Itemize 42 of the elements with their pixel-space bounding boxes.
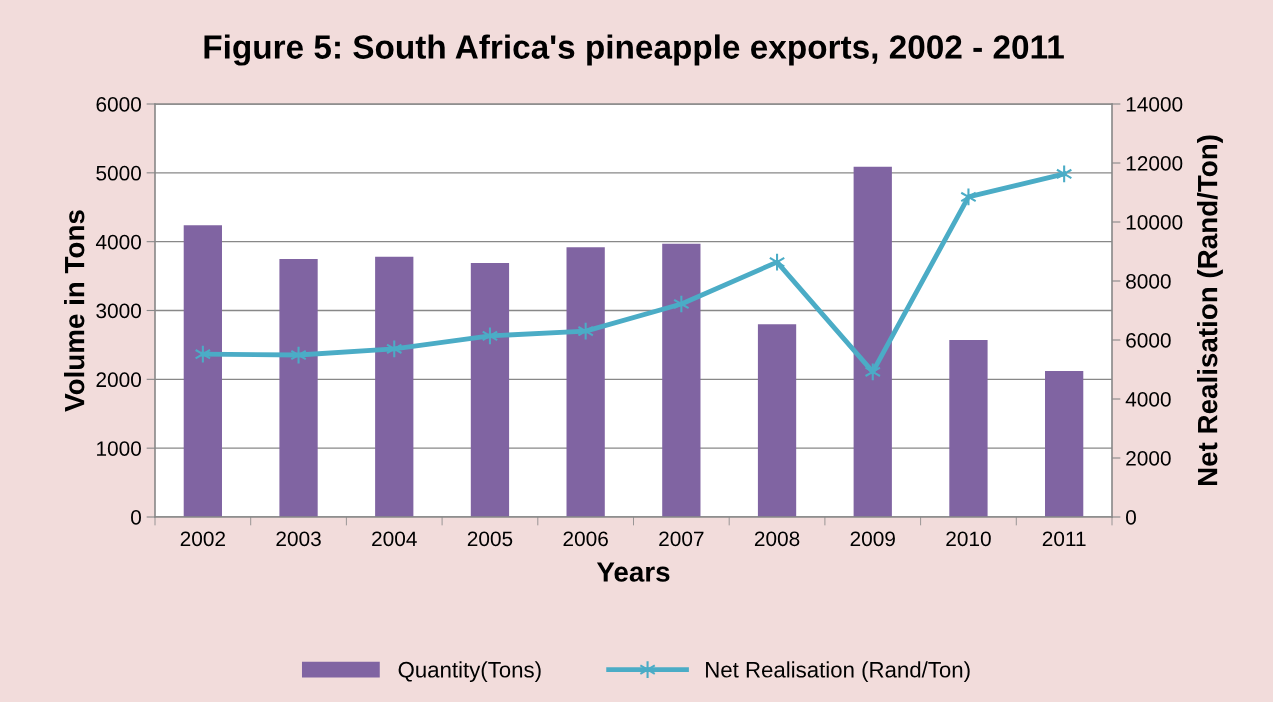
x-axis-title: Years xyxy=(596,562,670,582)
y2-tick-label: 12000 xyxy=(1126,156,1183,171)
x-tick-label: 2003 xyxy=(276,531,321,547)
bar xyxy=(1045,371,1084,517)
x-tick-label: 2006 xyxy=(563,531,608,547)
y2-tick-label: 10000 xyxy=(1126,215,1183,230)
x-tick-label: 2011 xyxy=(1042,531,1086,547)
point xyxy=(768,252,786,272)
y-tick-label: 3000 xyxy=(96,303,141,319)
x-tick-label: 2005 xyxy=(467,531,513,547)
legend-label: Quantity(Tons) xyxy=(398,661,541,682)
y-tick-label: 4000 xyxy=(95,234,141,250)
y2-tick-label: 6000 xyxy=(1126,333,1171,348)
x-tick-label: 2002 xyxy=(180,531,225,547)
bar xyxy=(757,324,797,517)
chart-title: Figure 5: South Africa's pineapple exports, 2002 - 2011 xyxy=(204,34,1064,66)
x-tick-label: 2008 xyxy=(754,531,800,547)
x-tick-label: 2004 xyxy=(372,531,417,547)
y2-tick-label: 14000 xyxy=(1126,97,1183,112)
y-tick-label: 5000 xyxy=(96,165,141,181)
bar xyxy=(853,166,892,517)
y2-tick-label: 8000 xyxy=(1126,274,1171,289)
bar xyxy=(662,243,701,517)
bar xyxy=(949,340,988,517)
bar xyxy=(566,247,605,517)
x-tick-label: 2009 xyxy=(850,531,895,547)
bar xyxy=(470,263,510,517)
x-tick-label: 2007 xyxy=(659,531,704,547)
bar xyxy=(375,256,414,517)
y-tick-label: 0 xyxy=(131,510,141,525)
x-tick-label: 2010 xyxy=(946,531,991,547)
y-tick-label: 1000 xyxy=(97,441,141,456)
y-axis-title: Volume in Tons xyxy=(64,210,85,412)
y2-tick-label: 4000 xyxy=(1125,392,1171,407)
y2-tick-label: 0 xyxy=(1126,510,1136,525)
y2-tick-label: 2000 xyxy=(1126,451,1171,466)
bar xyxy=(279,258,318,517)
y-tick-label: 6000 xyxy=(96,97,141,112)
bar xyxy=(183,225,222,517)
legend-label: Net Realisation (Rand/Ton) xyxy=(706,661,970,682)
y-tick-label: 2000 xyxy=(96,372,141,388)
y2-axis-title: Net Realisation (Rand/Ton) xyxy=(1197,135,1223,486)
